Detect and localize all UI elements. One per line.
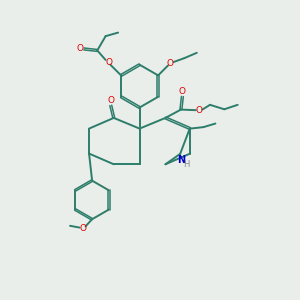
Text: O: O bbox=[80, 224, 87, 233]
Text: N: N bbox=[177, 155, 185, 165]
Text: O: O bbox=[167, 59, 173, 68]
Text: O: O bbox=[76, 44, 83, 53]
Text: O: O bbox=[105, 58, 112, 68]
Text: H: H bbox=[183, 160, 189, 169]
Text: O: O bbox=[107, 96, 114, 105]
Text: O: O bbox=[196, 106, 203, 115]
Text: O: O bbox=[179, 87, 186, 96]
